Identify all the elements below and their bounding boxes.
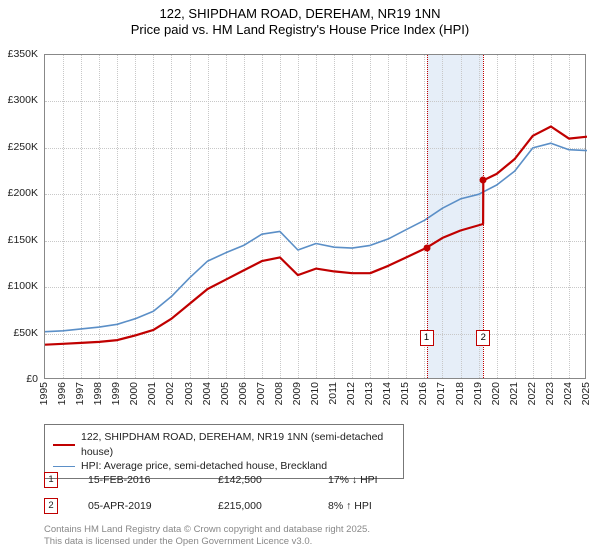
x-tick-label: 1997 — [74, 382, 86, 405]
chart-area: £0£50K£100K£150K£200K£250K£300K£350K 12 … — [44, 54, 586, 379]
x-tick-label: 2006 — [237, 382, 249, 405]
x-tick-label: 2011 — [327, 382, 339, 405]
marker-badge: 2 — [476, 330, 490, 346]
x-tick-label: 2002 — [164, 382, 176, 405]
x-tick-label: 2016 — [417, 382, 429, 405]
series-price_paid — [45, 127, 587, 345]
x-tick-label: 2001 — [146, 382, 158, 405]
x-tick-label: 2022 — [526, 382, 538, 405]
x-tick-label: 2003 — [183, 382, 195, 405]
x-tick-label: 2014 — [381, 382, 393, 405]
x-tick-label: 2024 — [562, 382, 574, 405]
legend-item-price-paid: 122, SHIPDHAM ROAD, DEREHAM, NR19 1NN (s… — [53, 430, 395, 459]
title-block: 122, SHIPDHAM ROAD, DEREHAM, NR19 1NN Pr… — [0, 0, 600, 39]
x-tick-label: 2017 — [435, 382, 447, 405]
x-tick-label: 2018 — [454, 382, 466, 405]
y-tick-label: £350K — [8, 48, 38, 60]
title-line-2: Price paid vs. HM Land Registry's House … — [0, 22, 600, 38]
footnote-line-1: Contains HM Land Registry data © Crown c… — [44, 524, 370, 536]
marker-dot — [423, 244, 430, 251]
legend-swatch — [53, 466, 75, 467]
sale-marker-badge: 2 — [44, 498, 58, 514]
sale-row-1: 1 15-FEB-2016 £142,500 17% ↓ HPI — [44, 472, 586, 488]
y-tick-label: £250K — [8, 141, 38, 153]
marker-badge: 1 — [420, 330, 434, 346]
x-tick-label: 2021 — [508, 382, 520, 405]
x-tick-label: 2012 — [345, 382, 357, 405]
x-tick-label: 2007 — [255, 382, 267, 405]
sale-marker-badge: 1 — [44, 472, 58, 488]
sale-price: £142,500 — [218, 474, 328, 486]
plot-region: 12 — [44, 54, 586, 379]
x-tick-label: 2020 — [490, 382, 502, 405]
x-tick-label: 1998 — [92, 382, 104, 405]
x-tick-label: 2013 — [363, 382, 375, 405]
y-tick-label: £200K — [8, 187, 38, 199]
sale-delta: 8% ↑ HPI — [328, 500, 372, 512]
y-tick-label: £50K — [13, 327, 38, 339]
sale-delta: 17% ↓ HPI — [328, 474, 378, 486]
y-tick-label: £150K — [8, 234, 38, 246]
x-tick-label: 2000 — [128, 382, 140, 405]
x-tick-label: 2004 — [201, 382, 213, 405]
sale-row-2: 2 05-APR-2019 £215,000 8% ↑ HPI — [44, 498, 586, 514]
title-line-1: 122, SHIPDHAM ROAD, DEREHAM, NR19 1NN — [0, 6, 600, 22]
footnote: Contains HM Land Registry data © Crown c… — [44, 524, 370, 548]
x-tick-label: 1996 — [56, 382, 68, 405]
marker-dot — [480, 177, 487, 184]
footnote-line-2: This data is licensed under the Open Gov… — [44, 536, 370, 548]
y-tick-label: £0 — [26, 373, 38, 385]
x-tick-label: 1995 — [38, 382, 50, 405]
x-tick-label: 2015 — [399, 382, 411, 405]
x-tick-label: 2019 — [472, 382, 484, 405]
legend-swatch — [53, 444, 75, 446]
legend-label: 122, SHIPDHAM ROAD, DEREHAM, NR19 1NN (s… — [81, 430, 395, 459]
sale-date: 15-FEB-2016 — [88, 474, 218, 486]
x-tick-label: 1999 — [110, 382, 122, 405]
series-hpi — [45, 143, 587, 332]
chart-container: 122, SHIPDHAM ROAD, DEREHAM, NR19 1NN Pr… — [0, 0, 600, 560]
x-tick-label: 2010 — [309, 382, 321, 405]
series-svg — [45, 55, 587, 380]
x-tick-label: 2008 — [273, 382, 285, 405]
x-tick-label: 2005 — [219, 382, 231, 405]
x-tick-label: 2025 — [580, 382, 592, 405]
sale-date: 05-APR-2019 — [88, 500, 218, 512]
y-tick-label: £100K — [8, 280, 38, 292]
y-tick-label: £300K — [8, 94, 38, 106]
sale-price: £215,000 — [218, 500, 328, 512]
x-tick-label: 2009 — [291, 382, 303, 405]
x-tick-label: 2023 — [544, 382, 556, 405]
legend: 122, SHIPDHAM ROAD, DEREHAM, NR19 1NN (s… — [44, 424, 404, 479]
